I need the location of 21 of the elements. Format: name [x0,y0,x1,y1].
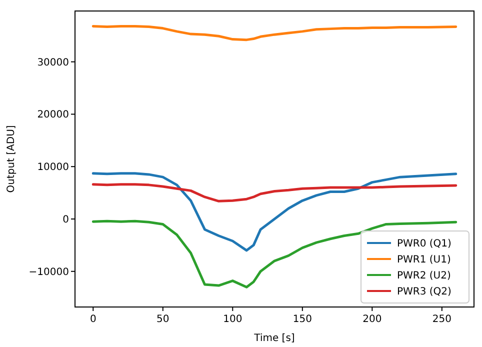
line-series [92,172,458,252]
x-axis-title: Time [s] [253,333,295,344]
line-series [92,220,458,288]
x-tick-label: 100 [223,314,242,325]
x-tick-label: 200 [362,314,382,325]
x-tick-label: 250 [432,314,452,325]
y-tick-label: −10000 [28,266,69,278]
y-axis-title: Output [ADU] [6,125,17,193]
line-series [92,24,458,42]
y-tick-label: 0 [62,214,69,226]
legend-label: PWR2 (U2) [397,270,451,282]
x-tick-label: 150 [292,314,312,325]
y-tick-label: 20000 [37,110,69,121]
x-tick-label: 50 [156,314,170,325]
legend-label: PWR1 (U1) [397,254,451,266]
x-tick-label: 0 [90,314,96,325]
legend-label: PWR0 (Q1) [397,238,452,250]
y-tick-label: 30000 [37,57,69,68]
line-series [92,183,458,202]
legend-label: PWR3 (Q2) [397,286,452,298]
y-tick-label: 10000 [37,162,69,174]
